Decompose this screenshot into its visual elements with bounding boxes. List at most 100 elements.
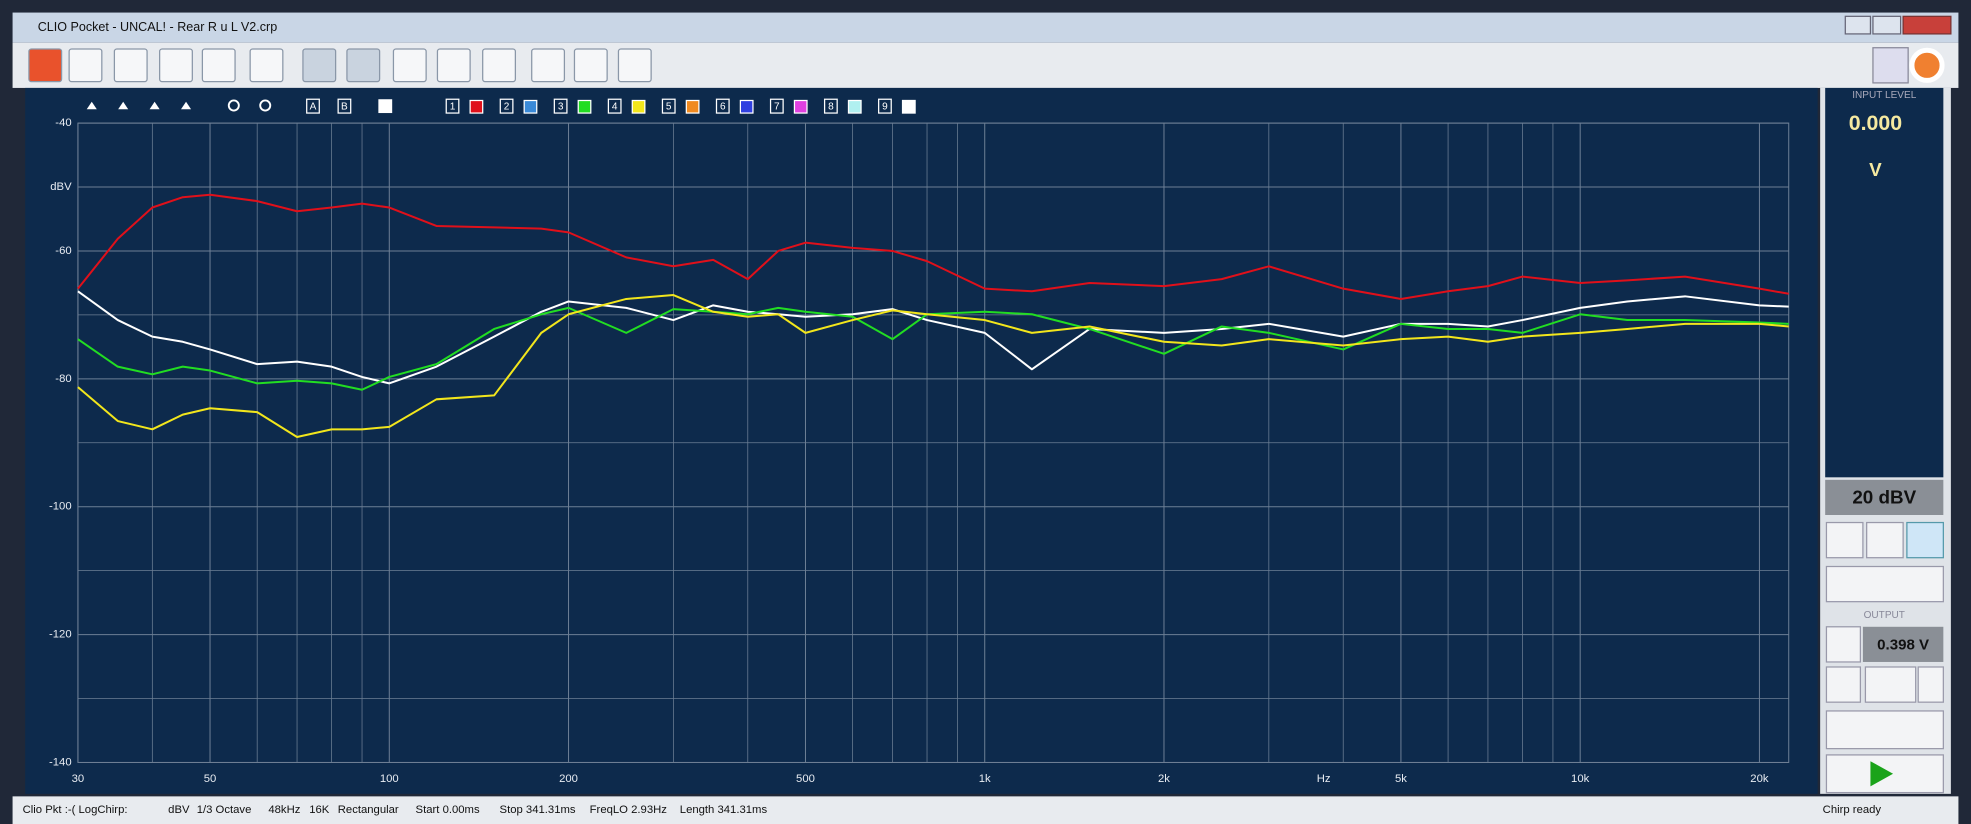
status-items: Clio Pkt :-( LogChirp: dBV 1/3 Octave 48kHz… bbox=[23, 804, 768, 816]
plot-toolbar: A B 1 2 3 4 5 6 7 8 9 bbox=[86, 98, 916, 114]
status-item: 48kHz bbox=[268, 804, 300, 816]
ruler-button[interactable] bbox=[1872, 47, 1909, 84]
channel-label: 7 bbox=[774, 101, 780, 112]
mode-button[interactable] bbox=[1866, 521, 1904, 559]
output-box bbox=[1862, 626, 1944, 662]
status-item: FreqLO 2.93Hz bbox=[590, 804, 668, 816]
maximize-button[interactable] bbox=[1872, 15, 1902, 35]
channel-color[interactable] bbox=[739, 99, 754, 114]
channel-color[interactable] bbox=[847, 99, 862, 114]
channel-color[interactable] bbox=[631, 99, 646, 114]
zoom-button[interactable] bbox=[259, 99, 272, 112]
channel-box[interactable] bbox=[769, 98, 784, 114]
y-tick-label: dBV bbox=[50, 181, 72, 193]
channel-label: 2 bbox=[504, 101, 510, 112]
up-button[interactable] bbox=[1825, 626, 1862, 663]
channel-label: 4 bbox=[612, 101, 618, 112]
channel-label: 3 bbox=[558, 101, 564, 112]
channel-box[interactable] bbox=[499, 98, 514, 114]
data-line bbox=[77, 193, 1789, 300]
x-axis-label: Hz bbox=[1317, 773, 1331, 785]
cursor-label: B bbox=[341, 101, 348, 112]
channel-box[interactable] bbox=[878, 98, 892, 114]
y-tick-label: -60 bbox=[55, 245, 71, 257]
channel-label: 6 bbox=[720, 101, 726, 112]
channel-label: 8 bbox=[828, 101, 834, 112]
input-meter bbox=[1825, 87, 1944, 478]
x-tick-label: 2k bbox=[1158, 773, 1170, 785]
channel-label: 5 bbox=[666, 101, 672, 112]
x-tick-label: 100 bbox=[380, 773, 399, 785]
toolbar-buttons bbox=[28, 48, 652, 83]
close-button[interactable] bbox=[1902, 15, 1952, 35]
scroll-arrow[interactable] bbox=[118, 101, 129, 110]
x-tick-label: 50 bbox=[204, 773, 217, 785]
channel-label: 1 bbox=[450, 101, 456, 112]
tool-button[interactable] bbox=[68, 48, 103, 83]
play-icon bbox=[1870, 761, 1894, 787]
channel-box[interactable] bbox=[823, 98, 838, 114]
channel-box[interactable] bbox=[553, 98, 568, 114]
mode-button[interactable] bbox=[1825, 521, 1864, 559]
cursor-label: A bbox=[310, 101, 317, 112]
cursor-button[interactable] bbox=[306, 98, 320, 114]
range-box bbox=[1825, 479, 1944, 515]
title-bar bbox=[12, 12, 1959, 43]
help-button[interactable] bbox=[1909, 47, 1945, 83]
status-state: Chirp ready bbox=[1823, 804, 1882, 816]
x-tick-label: 10k bbox=[1571, 773, 1590, 785]
x-tick-label: 500 bbox=[796, 773, 815, 785]
status-item: Clio Pkt :-( LogChirp: bbox=[23, 804, 128, 816]
channel-box[interactable] bbox=[445, 98, 460, 114]
scroll-arrow[interactable] bbox=[181, 101, 192, 110]
tool-button[interactable] bbox=[617, 48, 652, 83]
tool-button[interactable] bbox=[531, 48, 566, 83]
status-item: dBV bbox=[168, 804, 190, 816]
tool-button[interactable] bbox=[113, 48, 148, 83]
cursor-button[interactable] bbox=[337, 98, 352, 114]
tool-button[interactable] bbox=[392, 48, 427, 83]
tool-button[interactable] bbox=[573, 48, 608, 83]
channel-box[interactable] bbox=[661, 98, 676, 114]
channel-color[interactable] bbox=[685, 99, 700, 114]
tool-button[interactable] bbox=[436, 48, 471, 83]
status-item: 1/3 Octave bbox=[197, 804, 252, 816]
speaker-button[interactable] bbox=[1864, 666, 1917, 703]
range-value[interactable]: 20 dBV bbox=[1852, 487, 1916, 508]
settings-button[interactable] bbox=[1825, 710, 1944, 750]
tool-button[interactable] bbox=[482, 48, 517, 83]
y-tick-label: -100 bbox=[49, 501, 72, 513]
tool-button[interactable] bbox=[28, 48, 63, 83]
input-value: 0.000 bbox=[1849, 111, 1902, 135]
channel-color[interactable] bbox=[901, 99, 916, 114]
y-tick-label: -40 bbox=[55, 117, 71, 129]
loop-button[interactable] bbox=[1825, 565, 1944, 603]
scroll-arrow[interactable] bbox=[149, 101, 160, 110]
channel-color[interactable] bbox=[793, 99, 808, 114]
down-button[interactable] bbox=[1825, 666, 1862, 703]
tool-button[interactable] bbox=[159, 48, 193, 83]
tool-button[interactable] bbox=[201, 48, 236, 83]
chart: 30 50 100 200 500 1k 2k 5k 10k 20k -40 dBV -60 -80 -10… bbox=[49, 117, 1790, 785]
toolbar bbox=[12, 42, 1959, 88]
check-button[interactable] bbox=[378, 99, 393, 114]
status-item: Start 0.00ms bbox=[416, 804, 480, 816]
tool-button[interactable] bbox=[302, 48, 337, 83]
status-item: Length 341.31ms bbox=[680, 804, 768, 816]
tool-button[interactable] bbox=[346, 48, 381, 83]
channel-box[interactable] bbox=[715, 98, 730, 114]
mode-button[interactable] bbox=[1906, 521, 1944, 559]
channel-color[interactable] bbox=[577, 99, 592, 114]
window-title: CLIO Pocket - UNCAL! - Rear R u L V2.crp bbox=[38, 20, 278, 34]
channel-color[interactable] bbox=[523, 99, 538, 114]
down-button[interactable] bbox=[1917, 666, 1944, 703]
scroll-arrow[interactable] bbox=[86, 101, 97, 110]
channel-box[interactable] bbox=[607, 98, 622, 114]
status-bar bbox=[12, 796, 1959, 824]
tool-button[interactable] bbox=[249, 48, 284, 83]
zoom-button[interactable] bbox=[227, 99, 240, 112]
minimize-button[interactable] bbox=[1844, 15, 1872, 35]
plot-panel bbox=[25, 87, 1818, 794]
channel-color[interactable] bbox=[469, 99, 484, 114]
input-label: INPUT LEVEL bbox=[1852, 90, 1916, 101]
